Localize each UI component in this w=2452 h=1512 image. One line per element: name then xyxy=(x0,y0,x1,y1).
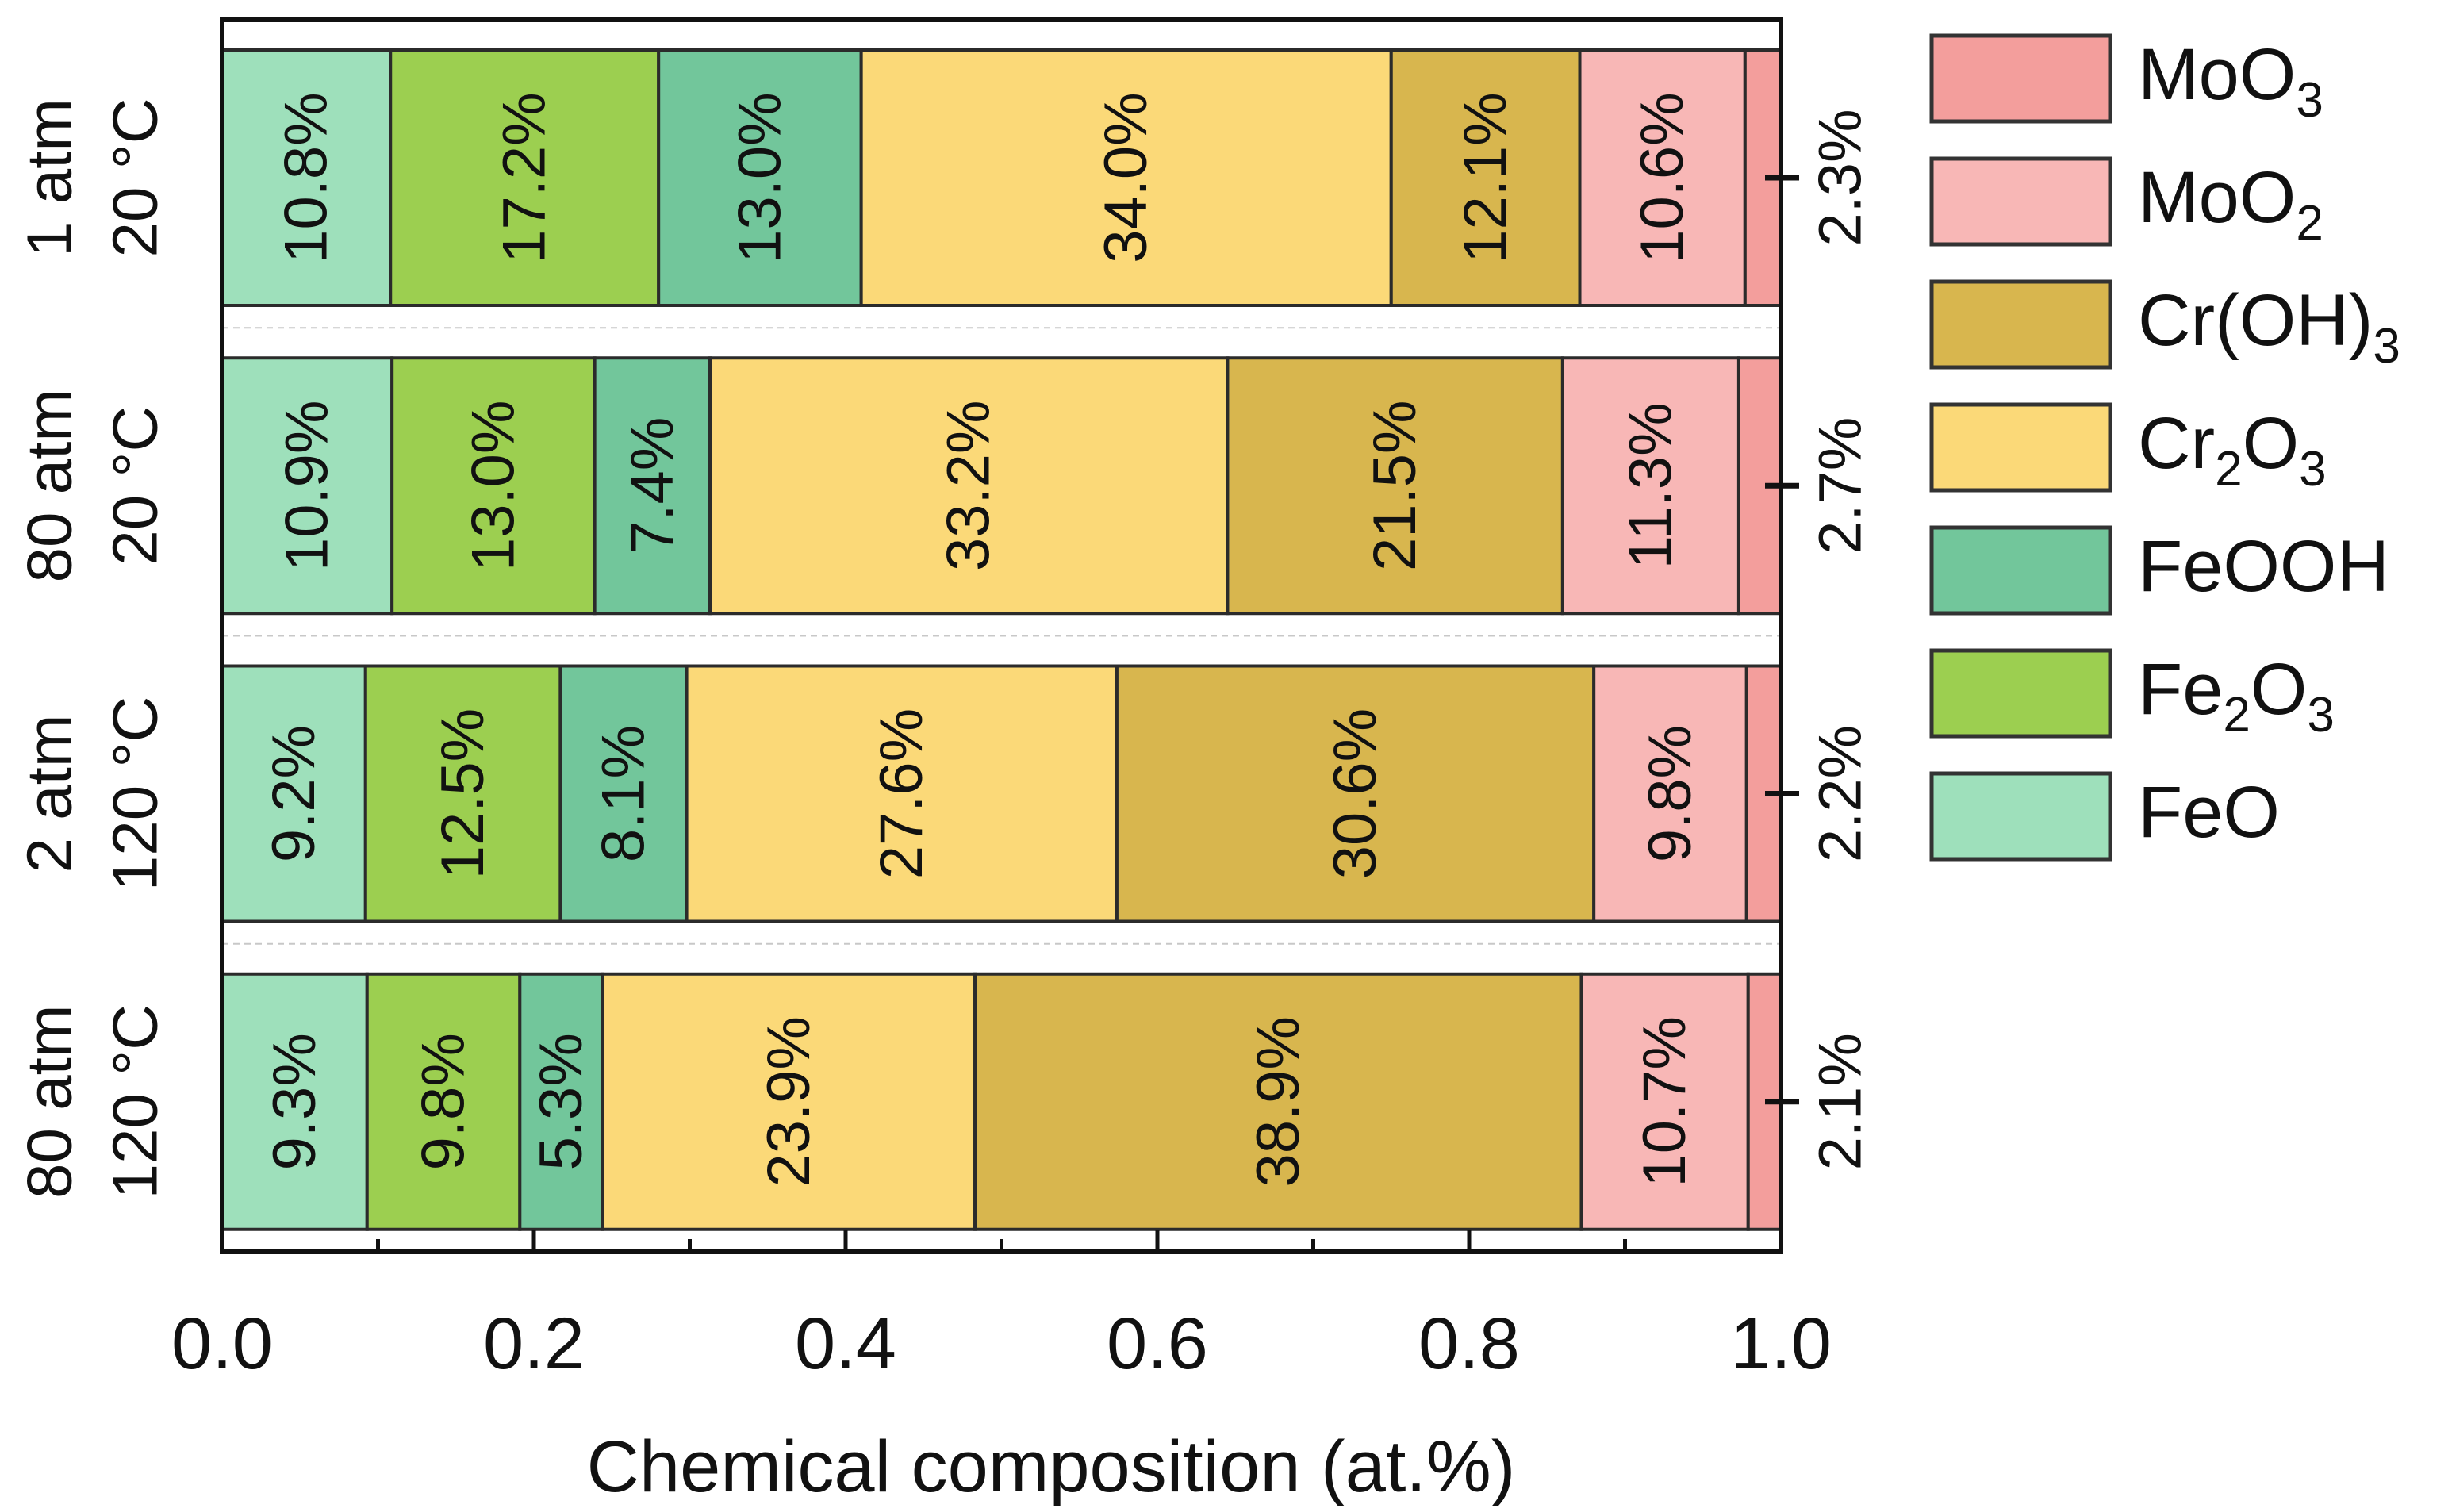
y-tick-label: 1 atm xyxy=(14,98,85,257)
y-axis-labels: 1 atm 20 °C80 atm 20 °C2 atm 120 °C80 atm 12… xyxy=(14,98,171,1199)
x-tick-label: 0.4 xyxy=(795,1303,896,1384)
legend-swatch xyxy=(1929,279,2112,370)
legend-swatch xyxy=(1929,525,2112,616)
bar-segment-cr2o3 xyxy=(685,664,1119,923)
legend-swatch xyxy=(1929,402,2112,493)
data-label: 13.0% xyxy=(726,92,793,263)
callout-label: 2.2% xyxy=(1807,725,1874,862)
callout-label: 2.7% xyxy=(1807,417,1874,555)
legend-swatch xyxy=(1929,648,2112,739)
x-tick-label: 1.0 xyxy=(1730,1303,1832,1384)
y-tick-label: 80 atm xyxy=(14,1004,85,1199)
y-tick-label: 80 atm xyxy=(14,389,85,583)
legend-swatch xyxy=(1929,33,2112,124)
data-label: 12.5% xyxy=(429,708,497,880)
data-label: 9.8% xyxy=(1637,725,1704,862)
x-tick-label: 0.0 xyxy=(171,1303,273,1384)
data-label: 21.5% xyxy=(1361,401,1429,572)
data-label: 7.4% xyxy=(619,417,686,555)
x-tick-label: 0.2 xyxy=(483,1303,585,1384)
data-label: 27.6% xyxy=(868,708,935,880)
bar-segment-croh3 xyxy=(1389,48,1582,307)
data-label: 23.9% xyxy=(755,1016,823,1188)
bar-segment-feooh xyxy=(593,356,712,616)
y-tick-label: 120 °C xyxy=(100,1004,171,1199)
data-label: 34.0% xyxy=(1092,92,1160,263)
legend-label: FeOOH xyxy=(2138,526,2389,607)
bar-segment-moo2 xyxy=(1560,356,1740,616)
y-tick-label: 120 °C xyxy=(100,697,171,891)
bar-segment-feooh xyxy=(657,48,863,307)
legend-swatch xyxy=(1929,771,2112,862)
bar-segment-cr2o3 xyxy=(859,48,1393,307)
legend-label: Cr2O3 xyxy=(2138,403,2327,497)
legend-label: Fe2O3 xyxy=(2138,649,2335,743)
data-label: 11.3% xyxy=(1617,402,1684,569)
data-label: 9.8% xyxy=(410,1033,478,1170)
data-label: 8.1% xyxy=(589,725,657,862)
bar-segment-fe2o3 xyxy=(365,972,522,1231)
data-label: 10.7% xyxy=(1631,1016,1698,1188)
data-label: 9.3% xyxy=(261,1033,328,1170)
data-label: 10.6% xyxy=(1629,92,1696,263)
data-label: 17.2% xyxy=(491,92,558,263)
bar-segment-croh3 xyxy=(1226,356,1564,616)
bar-segment-feo xyxy=(221,356,394,616)
x-tick-label: 0.8 xyxy=(1418,1303,1520,1384)
legend-label: FeO xyxy=(2138,772,2280,853)
legend-swatch xyxy=(1929,156,2112,247)
bar-segment-croh3 xyxy=(973,972,1583,1231)
data-label: 5.3% xyxy=(528,1033,595,1170)
bar-segment-feo xyxy=(221,972,369,1231)
legend: MoO3 MoO2 Cr(OH)3 Cr2O3 FeOOH Fe2O3 FeO xyxy=(1929,33,2400,862)
x-axis: 0.0 0.2 0.4 0.6 0.8 1.0 xyxy=(171,1230,1832,1384)
bar-segment-fe2o3 xyxy=(363,664,562,923)
bar-segment-moo2 xyxy=(1592,664,1748,923)
bar-segment-fe2o3 xyxy=(390,356,597,616)
callout-label: 2.3% xyxy=(1807,109,1874,246)
bar-segment-feooh xyxy=(558,664,689,923)
legend-label: MoO2 xyxy=(2138,157,2323,251)
bar-segment-feooh xyxy=(518,972,604,1231)
data-label: 9.2% xyxy=(260,725,328,862)
x-tick-label: 0.6 xyxy=(1107,1303,1208,1384)
data-label: 13.0% xyxy=(459,401,527,572)
legend-label: MoO3 xyxy=(2138,34,2323,128)
data-label: 12.1% xyxy=(1452,92,1519,263)
bars-layer: 10.8% 17.2% 13.0% 34.0% 12.1% 10.6% 10.9% 13.0%… xyxy=(221,48,1783,1231)
bar-segment-moo2 xyxy=(1579,972,1750,1231)
data-label: 30.6% xyxy=(1322,708,1389,880)
data-label: 38.9% xyxy=(1245,1016,1312,1188)
data-label: 10.8% xyxy=(273,92,340,263)
legend-label: Cr(OH)3 xyxy=(2138,280,2400,374)
y-tick-label: 20 °C xyxy=(100,98,171,258)
bar-segment-moo2 xyxy=(1578,48,1747,307)
bar-segment-cr2o3 xyxy=(601,972,977,1231)
y-tick-label: 20 °C xyxy=(100,406,171,566)
data-label: 10.9% xyxy=(274,401,341,571)
bar-segment-feo xyxy=(221,48,393,307)
x-axis-title: Chemical composition (at.%) xyxy=(587,1426,1516,1507)
callout-label: 2.1% xyxy=(1807,1033,1874,1170)
data-label: 33.2% xyxy=(935,401,1003,572)
y-tick-label: 2 atm xyxy=(14,714,85,873)
